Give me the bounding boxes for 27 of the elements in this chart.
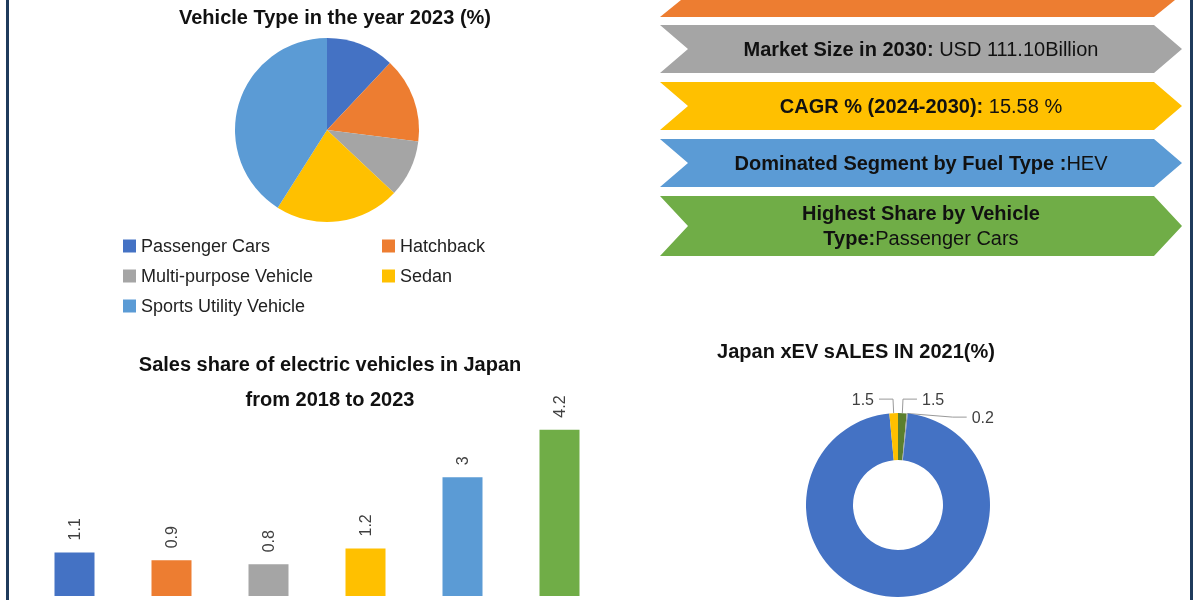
bar [54, 552, 95, 596]
legend-label: Sports Utility Vehicle [141, 296, 306, 316]
chart-title: Japan xEV sALES IN 2021(%) [717, 340, 995, 362]
legend-label: Sedan [400, 266, 453, 286]
data-label: 1.5 [851, 390, 875, 408]
data-label: 4.2 [551, 395, 568, 418]
legend-label: Multi-purpose Vehicle [141, 266, 314, 286]
arrow-banner: Market Size in 2030: USD 111.10Billion [660, 25, 1182, 73]
data-label: 0.9 [163, 526, 180, 549]
data-label: 0.8 [260, 529, 277, 553]
data-label: 1.2 [357, 514, 374, 537]
data-label: 3 [454, 456, 471, 466]
arrow-banner: CAGR % (2024-2030): 15.58 % [660, 82, 1182, 130]
data-label: 1.1 [66, 518, 83, 541]
bar [345, 548, 386, 596]
legend-label: Passenger Cars [141, 236, 271, 256]
bar [539, 429, 580, 596]
arrow-banner: Highest Share by Vehicle Type:Passenger Cars [660, 196, 1182, 256]
bar [248, 564, 289, 596]
bar [151, 560, 192, 596]
data-label: 0.2 [971, 408, 995, 426]
legend-label: Hatchback [400, 236, 487, 256]
arrow-banner: Dominated Segment by Fuel Type :HEV [660, 139, 1182, 187]
chart-title: Vehicle Type in the year 2023 (%) [179, 6, 491, 28]
data-label: 1.5 [921, 390, 945, 408]
chart-title: Sales share of electric vehicles in Japan from 2018 to 2023 [138, 352, 522, 410]
bar [442, 477, 483, 596]
